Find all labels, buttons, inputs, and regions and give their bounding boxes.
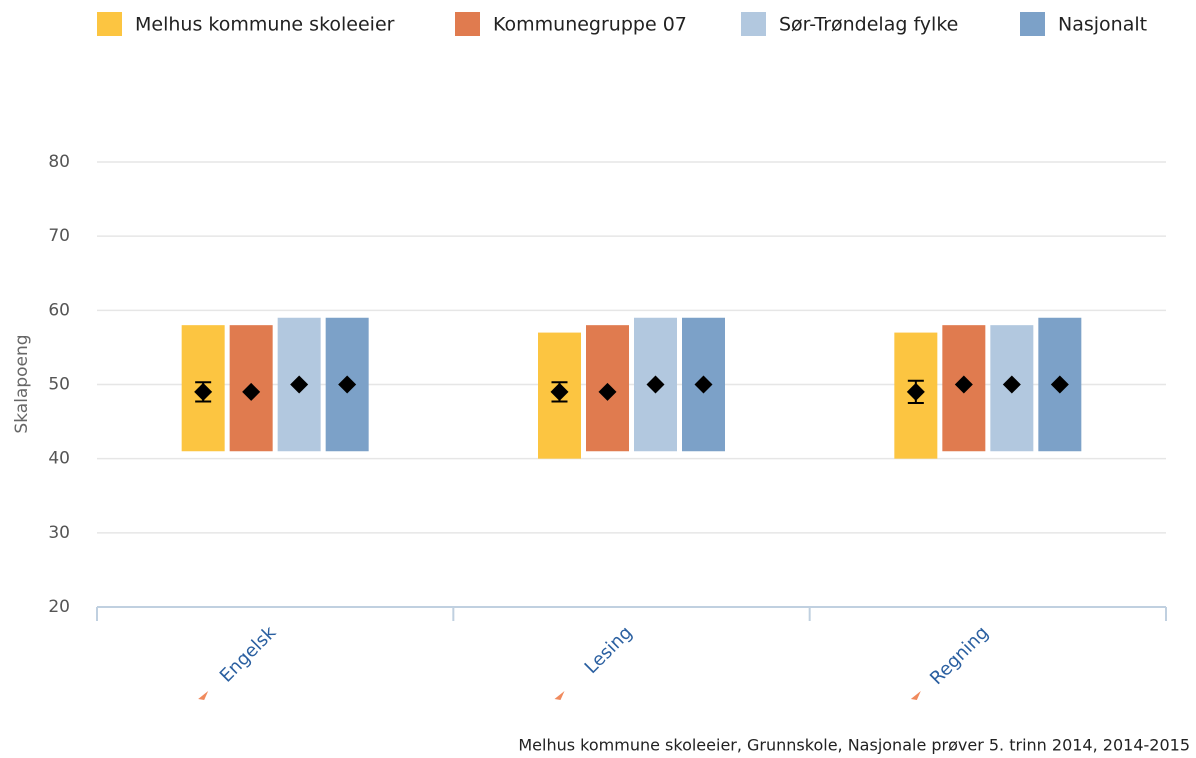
y-tick-label: 70: [48, 226, 70, 246]
mean-marker: [550, 382, 569, 401]
mean-marker: [338, 375, 357, 394]
mean-marker: [598, 382, 617, 401]
mean-marker: [694, 375, 713, 394]
mean-marker: [1002, 375, 1021, 394]
y-tick-label: 60: [48, 300, 70, 320]
legend-swatch: [455, 12, 480, 36]
legend-label: Melhus kommune skoleeier: [135, 14, 395, 36]
mean-marker: [194, 382, 213, 401]
legend-swatch: [97, 12, 122, 36]
mean-marker: [954, 375, 973, 394]
x-tick-label: Engelsk: [216, 622, 281, 687]
mean-marker: [290, 375, 309, 394]
y-tick-label: 30: [48, 523, 70, 543]
mean-marker: [1050, 375, 1069, 394]
mean-marker: [646, 375, 665, 394]
legend-label: Sør-Trøndelag fylke: [779, 14, 958, 36]
link-icon: [910, 691, 921, 700]
legend-label: Kommunegruppe 07: [493, 14, 687, 36]
mean-marker: [242, 382, 261, 401]
credit: Melhus kommune skoleeier, Grunnskole, Na…: [518, 736, 1190, 755]
legend-swatch: [1020, 12, 1045, 36]
y-axis-label: Skalapoeng: [12, 334, 32, 433]
link-icon: [198, 691, 209, 700]
y-tick-label: 40: [48, 449, 70, 469]
mean-marker: [906, 382, 925, 401]
y-tick-label: 20: [48, 597, 70, 617]
legend-label: Nasjonalt: [1058, 14, 1147, 36]
y-tick-label: 50: [48, 375, 70, 395]
legend-swatch: [741, 12, 766, 36]
link-icon: [554, 691, 565, 700]
y-tick-label: 80: [48, 152, 70, 172]
x-tick-label: Regning: [926, 622, 993, 689]
x-tick-label: Lesing: [581, 622, 637, 678]
